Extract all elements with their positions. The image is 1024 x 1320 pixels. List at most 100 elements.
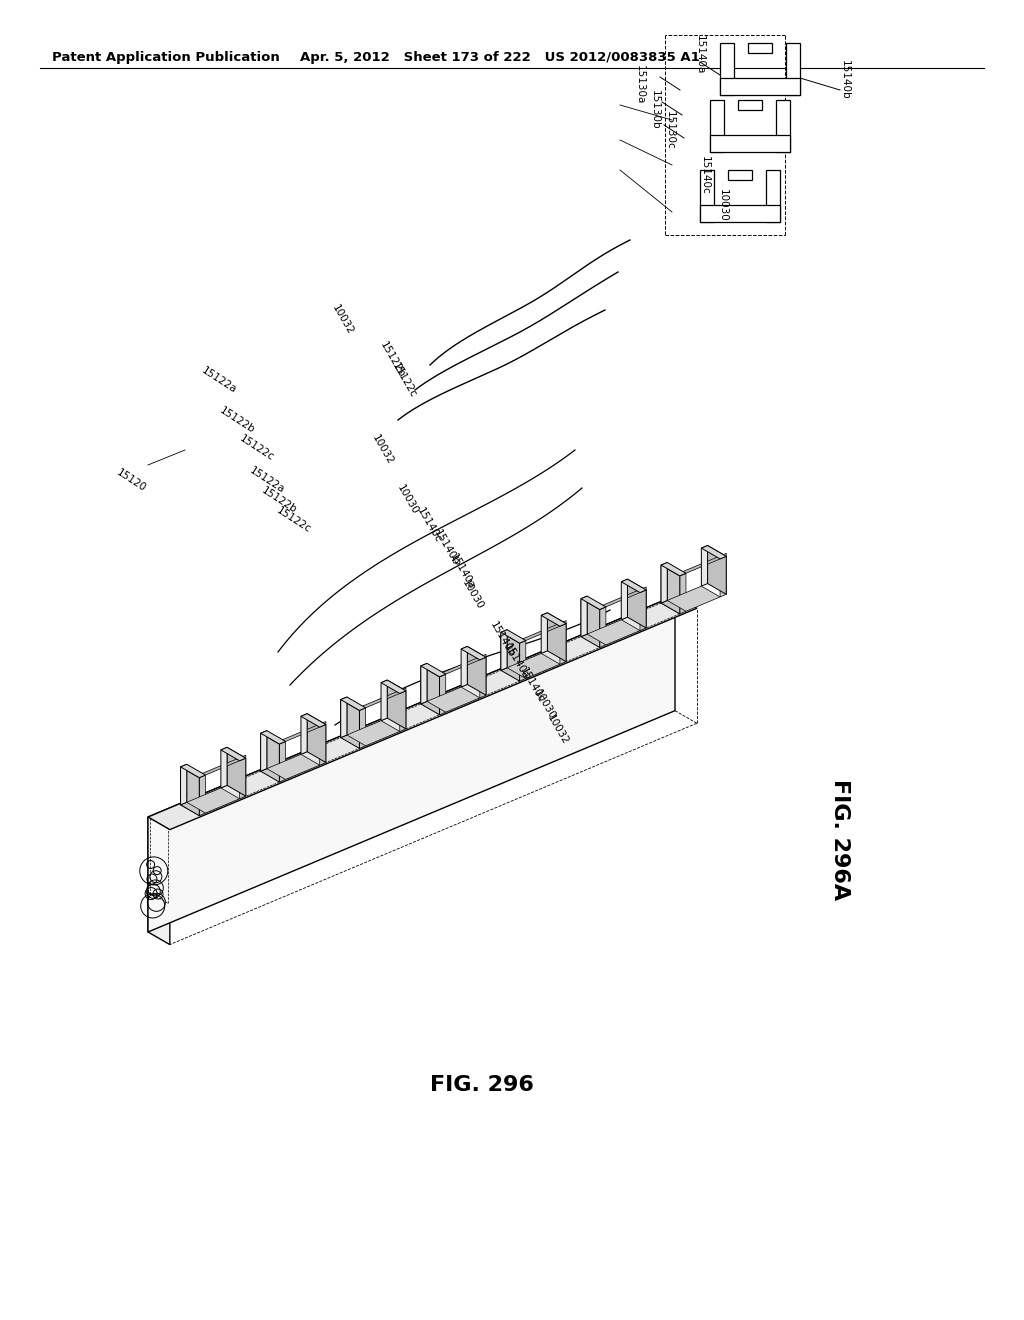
- Polygon shape: [600, 607, 606, 648]
- Text: 10032: 10032: [545, 713, 570, 747]
- Polygon shape: [301, 714, 326, 727]
- Polygon shape: [261, 733, 280, 781]
- Text: 15122c: 15122c: [390, 360, 418, 400]
- Polygon shape: [708, 545, 726, 594]
- Polygon shape: [662, 562, 668, 603]
- Polygon shape: [180, 764, 206, 777]
- Polygon shape: [507, 653, 560, 678]
- Text: 10030: 10030: [395, 483, 420, 516]
- Polygon shape: [710, 135, 790, 152]
- Text: 15140b: 15140b: [488, 620, 516, 660]
- Text: FIG. 296A: FIG. 296A: [830, 779, 850, 900]
- Polygon shape: [720, 78, 800, 95]
- Polygon shape: [700, 170, 714, 222]
- Text: 10032: 10032: [330, 304, 355, 337]
- Polygon shape: [700, 205, 780, 222]
- Text: 10030: 10030: [460, 578, 485, 611]
- Polygon shape: [341, 697, 347, 738]
- Polygon shape: [280, 722, 326, 744]
- Polygon shape: [776, 100, 790, 152]
- Text: 15140a: 15140a: [449, 553, 476, 591]
- Polygon shape: [720, 556, 726, 597]
- Text: Patent Application Publication: Patent Application Publication: [52, 50, 280, 63]
- Text: 15130b: 15130b: [650, 90, 660, 129]
- Polygon shape: [542, 612, 566, 626]
- Text: 15140b: 15140b: [432, 528, 461, 568]
- Text: 15140c: 15140c: [700, 156, 710, 194]
- Polygon shape: [341, 697, 347, 738]
- Polygon shape: [587, 620, 640, 645]
- Polygon shape: [548, 612, 566, 661]
- Polygon shape: [221, 747, 246, 760]
- Polygon shape: [186, 788, 240, 813]
- Text: 10032: 10032: [370, 433, 395, 467]
- Polygon shape: [720, 44, 734, 95]
- Polygon shape: [701, 545, 708, 586]
- Polygon shape: [628, 579, 646, 628]
- Polygon shape: [728, 170, 752, 180]
- Polygon shape: [581, 597, 587, 636]
- Polygon shape: [501, 630, 507, 671]
- Text: 15140a: 15140a: [695, 36, 705, 75]
- Polygon shape: [381, 680, 406, 693]
- Text: 15140c: 15140c: [415, 506, 443, 544]
- Polygon shape: [341, 700, 359, 748]
- Text: 15122a: 15122a: [200, 366, 239, 395]
- Text: 15140c: 15140c: [518, 665, 546, 705]
- Polygon shape: [680, 573, 686, 614]
- Polygon shape: [668, 586, 720, 611]
- Polygon shape: [421, 664, 427, 704]
- Polygon shape: [421, 664, 445, 677]
- Polygon shape: [461, 647, 467, 686]
- Polygon shape: [387, 680, 406, 729]
- Polygon shape: [399, 690, 406, 731]
- Polygon shape: [501, 632, 519, 681]
- Polygon shape: [680, 553, 726, 576]
- Polygon shape: [766, 170, 780, 222]
- Polygon shape: [319, 725, 326, 766]
- Text: 15122b: 15122b: [218, 405, 257, 436]
- Polygon shape: [710, 100, 724, 152]
- Polygon shape: [701, 545, 726, 558]
- Text: 15122a: 15122a: [248, 465, 287, 495]
- Polygon shape: [519, 620, 566, 643]
- Text: Apr. 5, 2012   Sheet 173 of 222   US 2012/0083835 A1: Apr. 5, 2012 Sheet 173 of 222 US 2012/00…: [300, 50, 699, 63]
- Polygon shape: [381, 680, 387, 721]
- Text: 10030: 10030: [532, 688, 557, 722]
- Polygon shape: [480, 657, 486, 698]
- Polygon shape: [581, 597, 587, 636]
- Polygon shape: [180, 764, 186, 805]
- Polygon shape: [519, 640, 525, 681]
- Polygon shape: [200, 775, 206, 816]
- Text: 10030: 10030: [718, 189, 728, 222]
- Polygon shape: [180, 767, 200, 816]
- Polygon shape: [501, 630, 507, 671]
- Polygon shape: [662, 562, 686, 576]
- Text: 15120: 15120: [115, 467, 148, 494]
- Text: 15130a: 15130a: [635, 65, 645, 104]
- Polygon shape: [542, 612, 548, 653]
- Polygon shape: [439, 655, 486, 677]
- Polygon shape: [347, 721, 399, 746]
- Polygon shape: [427, 686, 480, 713]
- Polygon shape: [359, 688, 406, 710]
- Polygon shape: [439, 675, 445, 714]
- Polygon shape: [221, 747, 227, 788]
- Polygon shape: [227, 747, 246, 796]
- Text: 15140b: 15140b: [840, 61, 850, 100]
- Polygon shape: [662, 562, 668, 603]
- Polygon shape: [581, 599, 600, 648]
- Polygon shape: [622, 579, 628, 620]
- Polygon shape: [261, 731, 267, 771]
- Polygon shape: [148, 817, 170, 945]
- Text: 15122b: 15122b: [378, 341, 407, 380]
- Polygon shape: [421, 664, 427, 704]
- Polygon shape: [501, 630, 525, 643]
- Polygon shape: [421, 667, 439, 714]
- Polygon shape: [180, 764, 186, 805]
- Polygon shape: [280, 742, 286, 781]
- Text: 15122c: 15122c: [275, 506, 313, 535]
- Text: 15130c: 15130c: [665, 111, 675, 149]
- Polygon shape: [261, 731, 267, 771]
- Polygon shape: [786, 44, 800, 95]
